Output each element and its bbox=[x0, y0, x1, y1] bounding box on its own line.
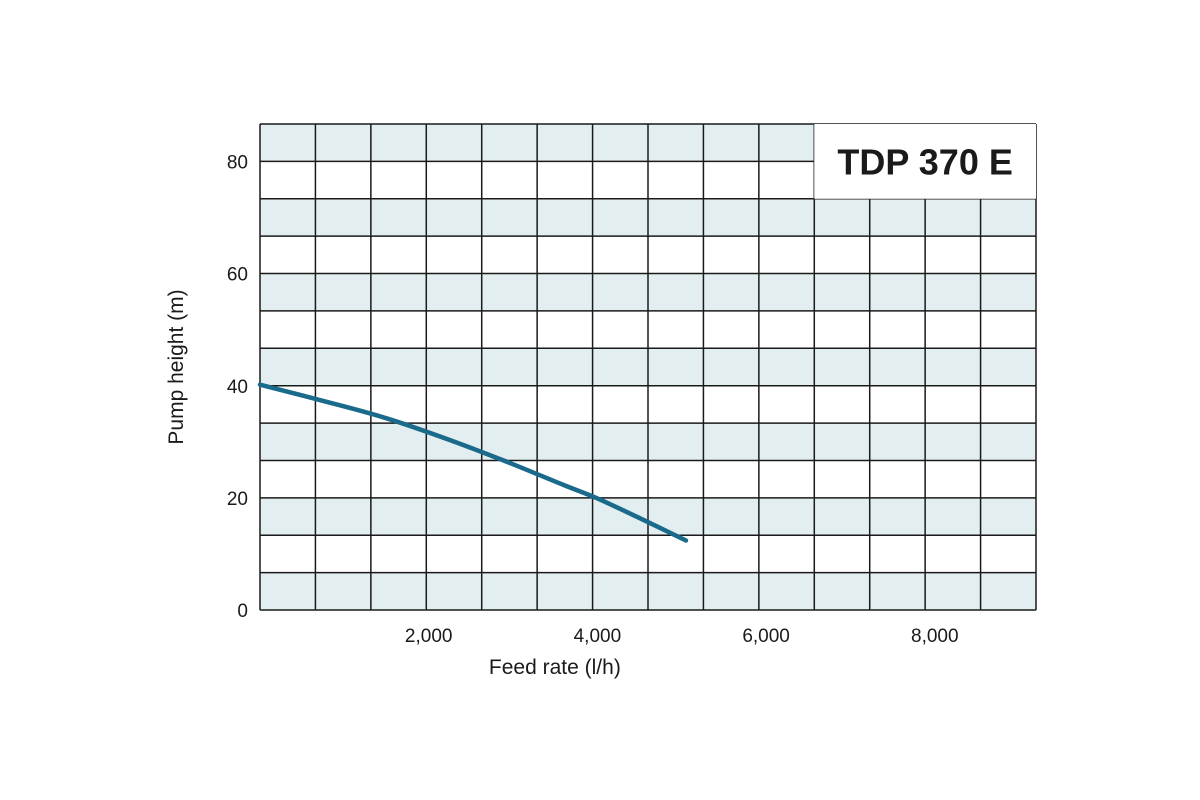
x-tick-labels: 2,000 4,000 6,000 8,000 bbox=[405, 626, 959, 647]
title-box: TDP 370 E bbox=[814, 124, 1036, 199]
series-lines bbox=[257, 382, 689, 543]
series-line bbox=[257, 382, 689, 543]
x-axis-label: Feed rate (l/h) bbox=[489, 656, 621, 679]
x-tick-label: 8,000 bbox=[911, 626, 959, 647]
y-tick-label: 80 bbox=[227, 153, 248, 174]
x-tick-label: 2,000 bbox=[405, 626, 453, 647]
y-tick-label: 60 bbox=[227, 265, 248, 286]
y-tick-label: 40 bbox=[227, 377, 248, 398]
x-tick-label: 4,000 bbox=[574, 626, 622, 647]
y-axis-label: Pump height (m) bbox=[165, 289, 188, 444]
x-tick-label: 6,000 bbox=[742, 626, 790, 647]
y-tick-labels: 0 20 40 60 80 bbox=[227, 153, 248, 622]
chart-title: TDP 370 E bbox=[837, 141, 1012, 182]
title-background bbox=[814, 124, 1036, 199]
y-tick-label: 0 bbox=[237, 601, 248, 622]
y-tick-label: 20 bbox=[227, 489, 248, 510]
